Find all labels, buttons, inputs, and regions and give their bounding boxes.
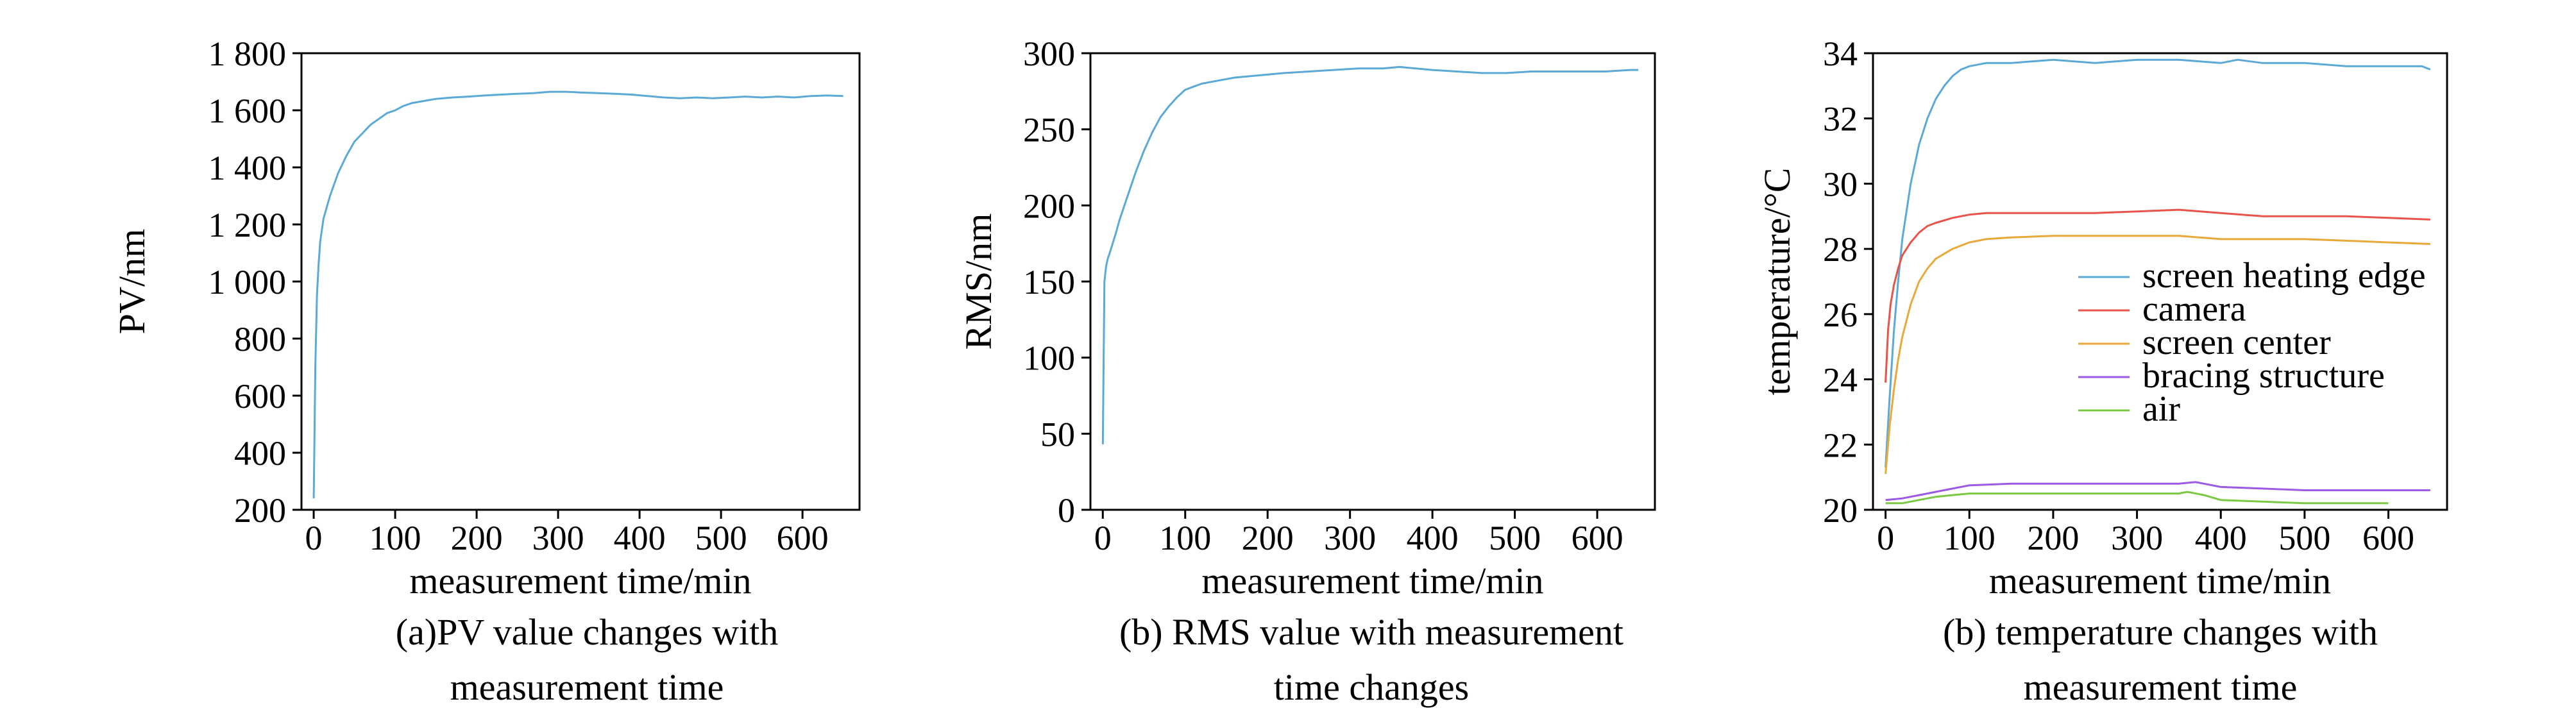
x-tick-label: 0 xyxy=(305,519,323,557)
series-line-2 xyxy=(1101,65,1639,444)
x-tick-label: 400 xyxy=(2195,519,2247,557)
legend-label: air xyxy=(2142,389,2180,429)
series-line-air xyxy=(1885,491,2389,505)
x-tick-label: 500 xyxy=(2278,519,2330,557)
y-tick-label: 200 xyxy=(234,491,286,530)
panel-caption: (b) temperature changes with xyxy=(1943,611,2378,653)
x-tick-label: 200 xyxy=(2027,519,2079,557)
panel-caption: (a)PV value changes with xyxy=(396,611,778,653)
y-tick-label: 50 xyxy=(1040,415,1075,453)
y-tick-label: 1 600 xyxy=(208,92,287,130)
y-tick-label: 34 xyxy=(1823,35,1858,73)
y-axis-label: PV/nm xyxy=(111,229,153,334)
panel-caption: time changes xyxy=(1274,666,1469,708)
y-axis-label: RMS/nm xyxy=(958,214,999,350)
x-tick-label: 100 xyxy=(1159,519,1211,557)
y-tick-label: 22 xyxy=(1823,426,1858,464)
series-line-bracing-structure xyxy=(1885,481,2430,501)
y-tick-label: 200 xyxy=(1023,187,1075,225)
y-tick-label: 32 xyxy=(1823,100,1858,139)
y-tick-label: 28 xyxy=(1823,230,1858,269)
legend-label: screen center xyxy=(2142,323,2331,362)
y-axis-label: temperature/°C xyxy=(1756,168,1798,396)
legend-label: camera xyxy=(2142,289,2246,329)
y-tick-label: 1 800 xyxy=(208,35,287,73)
y-tick-label: 100 xyxy=(1023,339,1075,378)
x-tick-label: 600 xyxy=(2362,519,2414,557)
y-tick-label: 400 xyxy=(234,434,286,473)
x-tick-label: 0 xyxy=(1877,519,1894,557)
y-tick-label: 600 xyxy=(234,377,286,416)
y-tick-label: 26 xyxy=(1823,296,1858,334)
chart-panel-2: 0 100 200 300 400 500 600050100150200250300mea… xyxy=(958,35,1656,708)
series-line-camera xyxy=(1885,208,2430,383)
chart-panel-1: 0 100 200 300 400 500 600 200 400 600 800 1 000 1 20… xyxy=(111,35,861,708)
x-tick-label: 300 xyxy=(1324,519,1376,557)
chart-panel-3: 0 100 200 300 400 500 600 20 22 24 26 28 30 32 34 measu… xyxy=(1756,35,2448,708)
x-tick-label: 500 xyxy=(1489,519,1541,557)
x-tick-label: 100 xyxy=(1944,519,1996,557)
y-tick-label: 1 000 xyxy=(208,263,287,301)
x-axis-label: measurement time/min xyxy=(1989,560,2331,601)
y-tick-label: 30 xyxy=(1823,165,1858,203)
series-line-1 xyxy=(312,90,843,499)
x-tick-label: 200 xyxy=(451,519,503,557)
x-tick-label: 600 xyxy=(1572,519,1623,557)
x-tick-label: 100 xyxy=(369,519,421,557)
legend-label: bracing structure xyxy=(2142,356,2385,396)
legend-label: screen heating edge xyxy=(2142,256,2426,296)
y-tick-label: 300 xyxy=(1023,35,1075,73)
x-tick-label: 400 xyxy=(614,519,666,557)
y-tick-label: 800 xyxy=(234,320,286,358)
y-tick-label: 0 xyxy=(1058,491,1075,530)
y-tick-label: 1 200 xyxy=(208,206,287,244)
plot-frame xyxy=(300,52,861,511)
x-tick-label: 300 xyxy=(2111,519,2163,557)
x-axis-label: measurement time/min xyxy=(409,560,751,601)
series-line-screen-heating-edge xyxy=(1885,58,2431,467)
panel-caption: measurement time xyxy=(2024,666,2298,708)
x-tick-label: 600 xyxy=(777,519,829,557)
x-tick-label: 0 xyxy=(1094,519,1112,557)
y-tick-label: 1 400 xyxy=(208,149,287,187)
plot-frame xyxy=(1089,52,1656,511)
panel-caption: measurement time xyxy=(450,666,724,708)
x-tick-label: 200 xyxy=(1242,519,1294,557)
x-tick-label: 300 xyxy=(532,519,584,557)
y-tick-label: 20 xyxy=(1823,491,1858,530)
x-tick-label: 500 xyxy=(695,519,747,557)
panel-caption: (b) RMS value with measurement xyxy=(1119,611,1623,653)
series-line-screen-center xyxy=(1885,235,2430,475)
x-axis-label: measurement time/min xyxy=(1201,560,1543,601)
x-tick-label: 400 xyxy=(1407,519,1459,557)
y-tick-label: 150 xyxy=(1023,263,1075,301)
y-tick-label: 250 xyxy=(1023,111,1075,149)
plot-frame xyxy=(1872,52,2448,511)
y-tick-label: 24 xyxy=(1823,361,1858,400)
